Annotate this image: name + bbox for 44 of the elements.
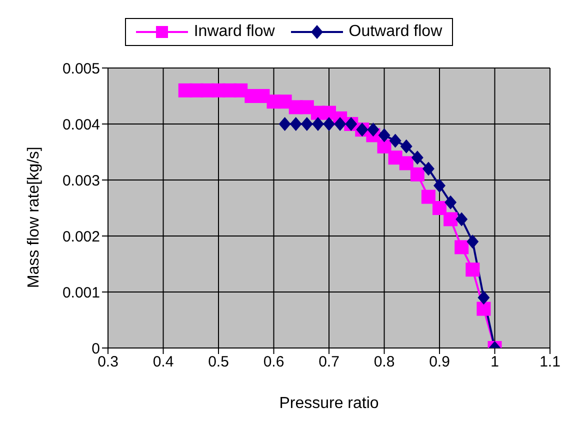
x-tick-label: 0.7	[318, 354, 340, 371]
legend-label: Outward flow	[348, 23, 442, 41]
point	[454, 240, 469, 254]
y-tick-label: 0.002	[62, 228, 100, 246]
point	[411, 150, 424, 165]
x-tick-label: 0.6	[263, 354, 284, 371]
y-axis-title: Mass flow rate[kg/s]	[26, 146, 43, 288]
point	[400, 139, 412, 154]
point	[399, 156, 414, 170]
legend-label: Inward flow	[194, 23, 275, 41]
point	[432, 201, 446, 215]
point	[456, 212, 468, 226]
point	[444, 212, 458, 226]
point	[466, 262, 480, 277]
point	[278, 117, 291, 131]
point	[410, 167, 424, 182]
point	[367, 122, 380, 137]
x-tick-label: 0.4	[152, 354, 174, 371]
y-tick-label: 0.005	[62, 60, 100, 78]
point	[378, 128, 390, 142]
x-tick-label: 1	[490, 354, 499, 371]
x-tick-label: 0.8	[374, 354, 395, 371]
point	[334, 117, 346, 131]
y-tick-label: 0.004	[62, 116, 100, 134]
point	[312, 117, 324, 131]
point	[434, 178, 446, 193]
point	[389, 134, 402, 148]
x-tick-label: 0.3	[98, 354, 118, 371]
x-tick-label: 0.5	[208, 354, 229, 371]
point	[422, 162, 434, 176]
point	[444, 195, 457, 210]
x-tick-label: 0.9	[429, 354, 450, 371]
point	[476, 302, 491, 316]
point	[290, 117, 302, 131]
y-tick-label: 0	[92, 340, 100, 358]
point	[466, 234, 479, 249]
x-tick-label: 1.1	[540, 354, 560, 371]
x-axis-title: Pressure ratio	[279, 395, 379, 412]
point	[478, 290, 490, 305]
y-tick-label: 0.001	[62, 284, 100, 302]
point	[300, 117, 313, 131]
point	[323, 117, 335, 131]
point	[421, 190, 436, 204]
y-tick-label: 0.003	[62, 172, 100, 190]
